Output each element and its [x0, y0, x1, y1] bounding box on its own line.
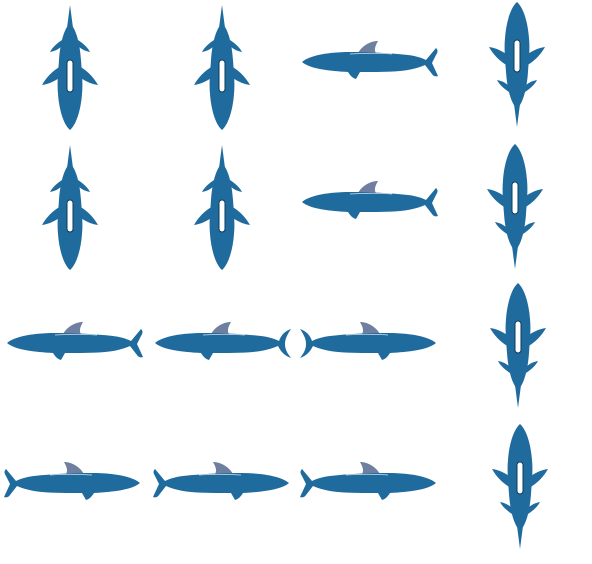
shark-side-6 — [3, 461, 141, 501]
shark-top-down-4-shape — [41, 144, 99, 271]
shark-top-down-2 — [193, 4, 251, 131]
shark-side-3 — [6, 321, 144, 361]
shark-top-down-3-shape — [488, 1, 546, 128]
shark-side-1-shape — [301, 40, 439, 80]
shark-side-5-shape — [299, 321, 437, 361]
shark-top-down-8-shape — [491, 423, 549, 550]
shark-top-down-6-shape — [486, 143, 544, 270]
shark-side-1 — [301, 40, 439, 80]
shark-top-down-8 — [491, 423, 549, 550]
shark-side-4 — [154, 321, 292, 361]
shark-top-down-5 — [193, 144, 251, 271]
shark-top-down-3 — [488, 1, 546, 128]
shark-side-5 — [299, 321, 437, 361]
sprites-layer — [3, 1, 549, 550]
shark-side-2 — [301, 180, 439, 220]
shark-top-down-7 — [489, 282, 547, 409]
shark-top-down-5-shape — [193, 144, 251, 271]
shark-top-down-4 — [41, 144, 99, 271]
shark-side-6-shape — [3, 461, 141, 501]
shark-top-down-7-shape — [489, 282, 547, 409]
shark-top-down-1-shape — [41, 4, 99, 131]
shark-side-2-shape — [301, 180, 439, 220]
shark-side-8-shape — [299, 461, 437, 501]
shark-top-down-2-shape — [193, 4, 251, 131]
shark-top-down-1 — [41, 4, 99, 131]
shark-side-3-shape — [6, 321, 144, 361]
shark-top-down-6 — [486, 143, 544, 270]
shark-side-4-shape — [154, 321, 292, 361]
shark-side-8 — [299, 461, 437, 501]
shark-side-7 — [152, 461, 290, 501]
shark-side-7-shape — [152, 461, 290, 501]
